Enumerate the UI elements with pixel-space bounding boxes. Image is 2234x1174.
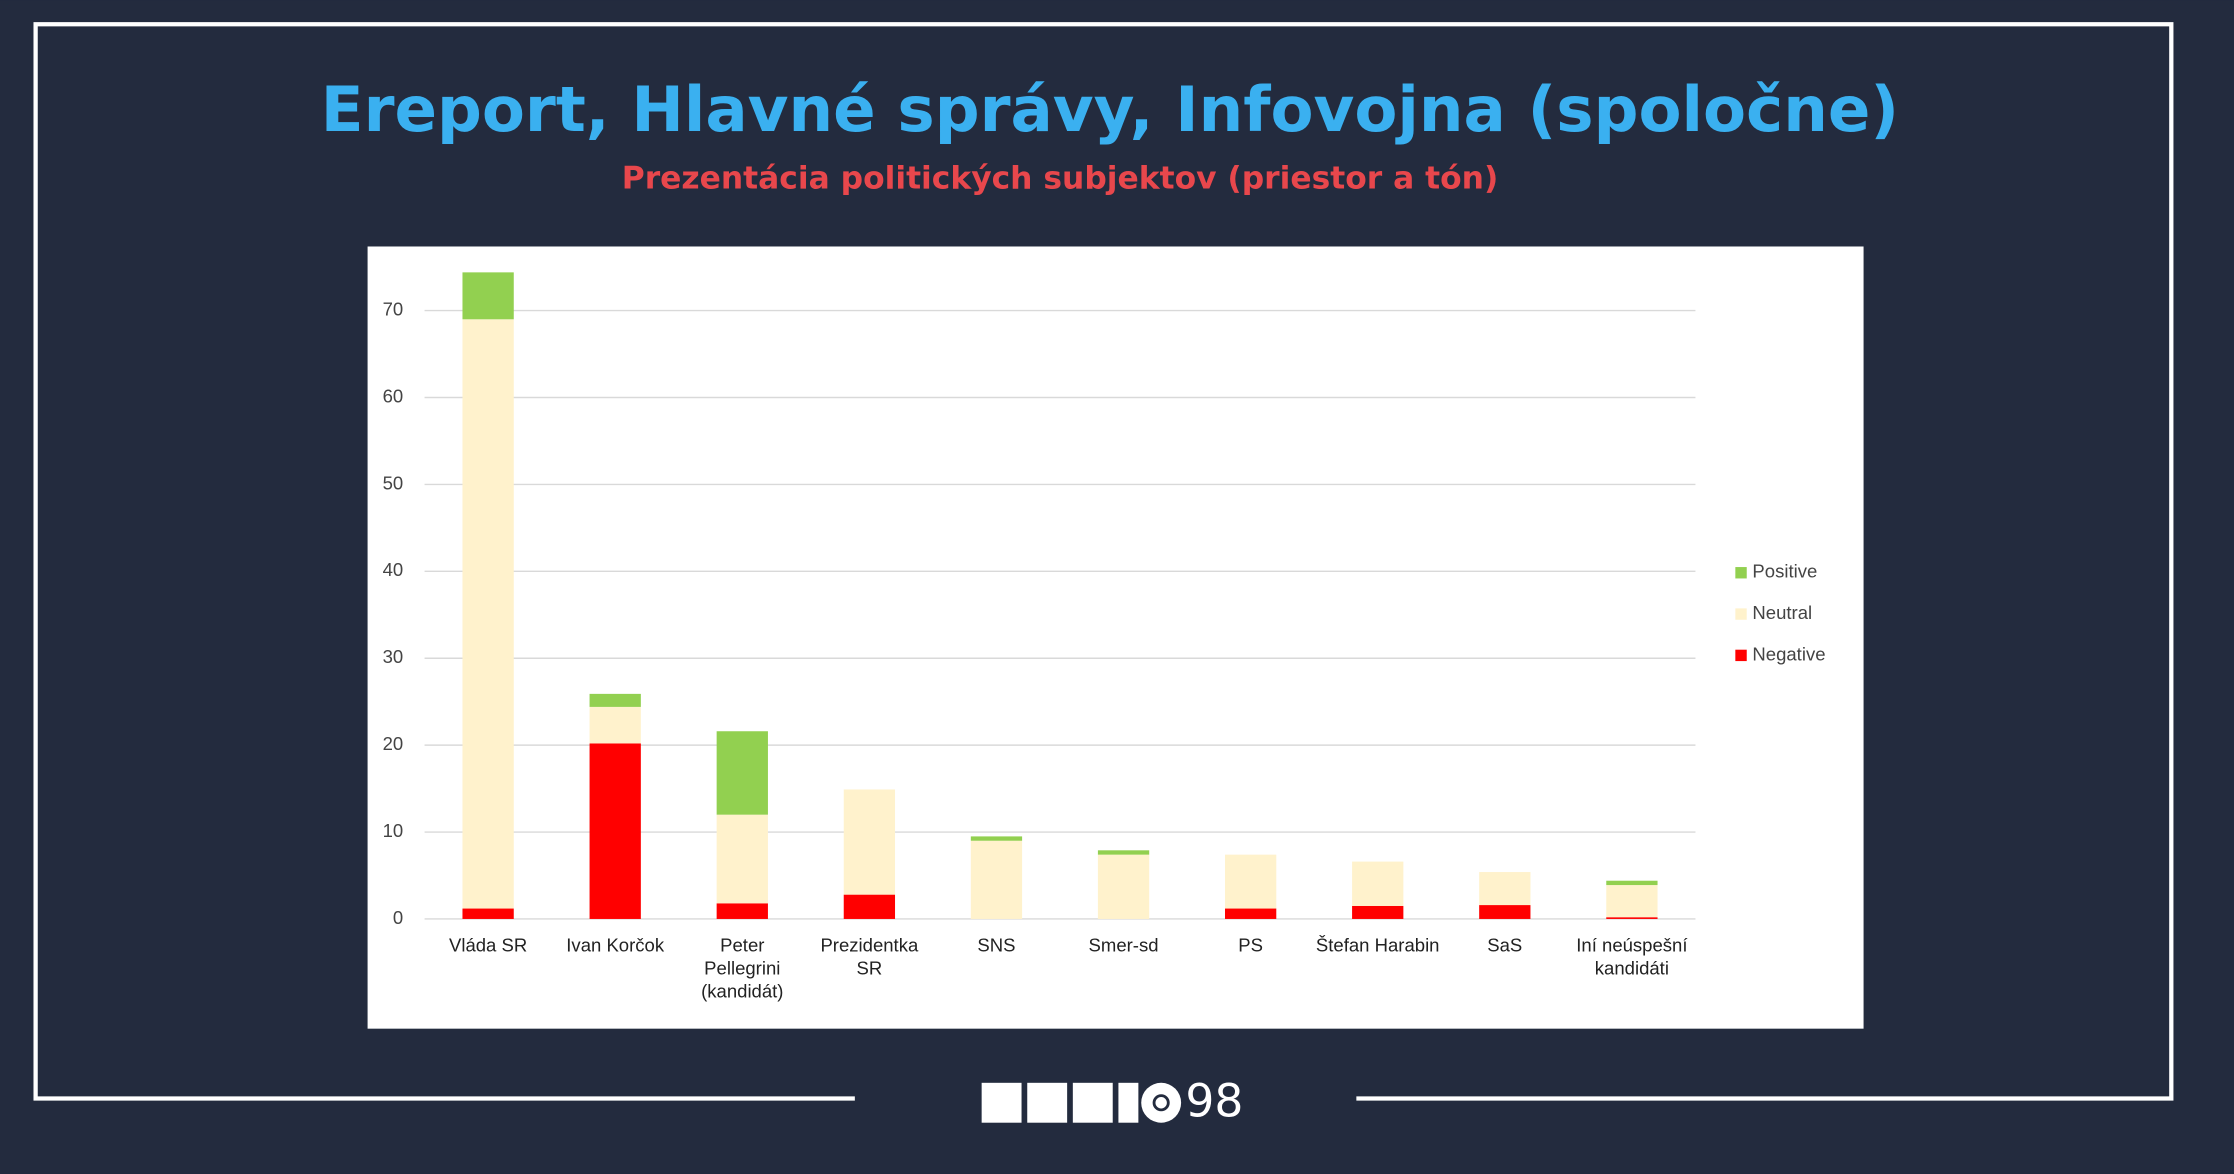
legend-label: Negative (1752, 643, 1825, 664)
logo-block (981, 1082, 1022, 1123)
bar-segment (589, 743, 641, 919)
x-tick-label-box: Peter Pellegrini (kandidát) (701, 934, 784, 1002)
x-tick-label: SNS (977, 934, 1016, 957)
legend-swatch (1735, 567, 1747, 579)
bar-segment (1606, 880, 1658, 886)
logo-text: 98 (1185, 1075, 1243, 1128)
bar-segment (716, 903, 768, 919)
y-tick-label: 50 (383, 472, 404, 493)
y-tick-label: 0 (393, 907, 403, 928)
logo-ring (1152, 1094, 1170, 1112)
legend-swatch (1735, 649, 1747, 662)
y-tick-label: 40 (383, 559, 404, 580)
bar-segment (970, 840, 1023, 919)
y-tick-label: 70 (383, 298, 404, 319)
title: Ereport, Hlavné správy, Infovojna (spolo… (321, 73, 1899, 146)
bar-segment (970, 836, 1023, 841)
bar-segment (843, 789, 896, 895)
bar-segment (1352, 905, 1404, 919)
bar-segment (589, 706, 641, 744)
legend-label: Positive (1752, 561, 1817, 582)
x-tick-label-box: Prezidentka SR (820, 934, 919, 979)
bar-segment (1097, 854, 1150, 919)
legend-swatch (1735, 608, 1747, 620)
bar-segment (1479, 872, 1531, 906)
logo-block (1027, 1082, 1068, 1123)
x-tick-label: Vláda SR (448, 934, 528, 957)
x-tick-label: Peter Pellegrini (kandidát) (701, 934, 784, 1002)
x-tick-label: SaS (1487, 934, 1523, 957)
x-tick-label: PS (1238, 934, 1263, 957)
subtitle: Prezentácia politických subjektov (pries… (622, 161, 1499, 197)
x-tick-label-box: Smer-sd (1088, 934, 1159, 957)
bar-segment (1224, 854, 1277, 909)
bar-segment (1352, 861, 1404, 906)
x-tick-label: Štefan Harabin (1315, 934, 1440, 957)
bar-segment (462, 908, 514, 919)
y-tick-label: 30 (383, 646, 404, 667)
x-tick-label-box: Ivan Korčok (566, 934, 665, 957)
bar-segment (1224, 908, 1277, 919)
x-tick-label-box: Vláda SR (448, 934, 528, 957)
logo-block (1118, 1082, 1139, 1123)
plot: 0 10 20 30 40 50 60 70 Vláda SR Ivan Korčok Peter … (383, 272, 1826, 1002)
logo-circle (1141, 1082, 1182, 1123)
x-tick-label: Smer-sd (1088, 934, 1159, 957)
bar-segment (1606, 917, 1658, 919)
bar-segment (843, 894, 896, 919)
x-tick-label-box: Iní neúspešní kandidáti (1576, 934, 1688, 979)
y-tick-label: 10 (383, 820, 404, 841)
bar-segment (462, 272, 514, 320)
bar-segment (1479, 905, 1531, 919)
logo: 98 (981, 1075, 1243, 1128)
bar-segment (716, 731, 768, 815)
x-tick-label-box: SNS (977, 934, 1016, 957)
x-tick-label-box: PS (1238, 934, 1263, 957)
x-tick-label-box: SaS (1487, 934, 1523, 957)
bar-segment (716, 814, 768, 904)
bar-segment (1606, 885, 1658, 918)
x-tick-label-box: Štefan Harabin (1315, 934, 1440, 957)
legend-label: Neutral (1752, 602, 1812, 623)
frame (33, 22, 2174, 1101)
y-tick-label: 60 (383, 385, 404, 406)
bar-segment (462, 319, 514, 909)
bar-segment (1097, 850, 1150, 855)
x-tick-label: Iní neúspešní kandidáti (1576, 934, 1688, 979)
logo-block (1072, 1082, 1113, 1123)
x-tick-label: Ivan Korčok (566, 934, 665, 957)
bar-segment (589, 693, 641, 707)
x-tick-label: Prezidentka SR (820, 934, 919, 979)
y-tick-label: 20 (383, 733, 404, 754)
